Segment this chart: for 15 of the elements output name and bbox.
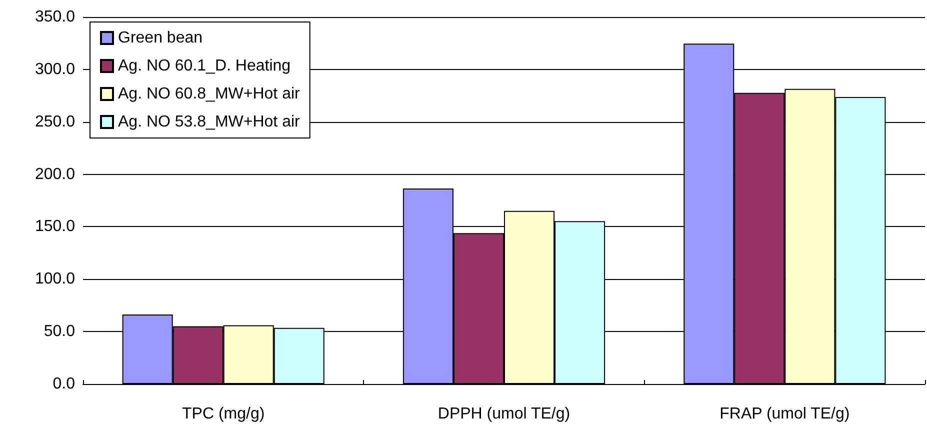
y-tick-label: 300.0 (34, 60, 76, 78)
legend-label: Ag. NO 53.8_MW+Hot air (118, 114, 301, 130)
y-tick-label: 100.0 (34, 270, 76, 288)
y-tick-label: 0.0 (52, 376, 76, 392)
legend-label: Green bean (118, 30, 203, 46)
x-tick-label: FRAP (umol TE/g) (720, 406, 850, 422)
x-tick-label: DPPH (umol TE/g) (438, 406, 570, 422)
legend-label: Ag. NO 60.1_D. Heating (118, 58, 291, 74)
legend-label: Ag. NO 60.8_MW+Hot air (118, 86, 301, 102)
y-tick-label: 50.0 (44, 323, 76, 340)
y-tick-label: 150.0 (34, 218, 76, 236)
y-tick-label: 200.0 (34, 166, 76, 183)
x-tick-label: TPC (mg/g) (182, 406, 265, 422)
y-tick-label: 350.0 (34, 8, 76, 26)
y-tick-label: 250.0 (34, 113, 76, 130)
